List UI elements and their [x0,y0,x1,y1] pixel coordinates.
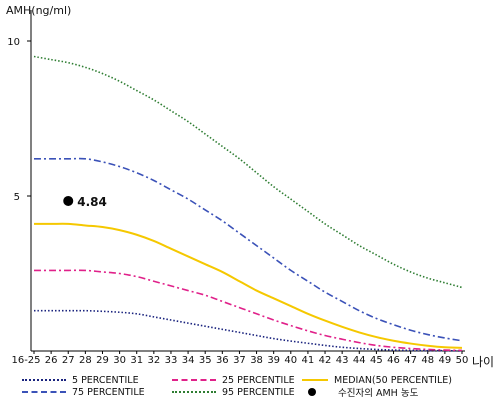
legend-swatch-25-percentile [172,379,216,381]
x-tick-label: 43 [336,355,349,366]
legend-item-median: MEDIAN(50 PERCENTILE) [302,374,452,386]
x-tick-label: 41 [302,355,315,366]
legend-label: 25 PERCENTILE [222,374,295,386]
patient-amh-value-label: 4.84 [77,195,107,209]
x-tick-label: 42 [319,355,332,366]
x-tick-label: 33 [165,355,178,366]
series-line-95-percentile [33,55,463,289]
x-tick-label: 35 [199,355,212,366]
legend-swatch-median [302,379,328,381]
x-tick-label: 29 [96,355,109,366]
x-axis-title: 나이 [472,355,494,369]
legend-label: 수진자의 AMH 농도 [338,388,419,399]
legend-label: MEDIAN(50 PERCENTILE) [334,374,452,386]
x-tick-label: 30 [113,355,126,366]
x-tick-label: 26 [45,355,58,366]
y-tick-label: 10 [7,37,20,48]
x-tick-label: 46 [387,355,400,366]
x-tick-label: 48 [421,355,434,366]
legend-dot-patient [308,388,316,396]
patient-amh-point [63,195,74,206]
legend-swatch-95-percentile [172,391,216,393]
x-tick-label: 32 [147,355,160,366]
series-line-5-percentile [34,309,463,352]
series-line-median-50-percentile [34,222,463,349]
chart-legend: 5 PERCENTILE 25 PERCENTILE MEDIAN(50 PER… [0,371,500,400]
x-tick-label: 27 [62,355,75,366]
x-tick-label: 34 [182,355,195,366]
legend-swatch-75-percentile [22,391,66,393]
legend-label: 95 PERCENTILE [222,386,295,398]
x-tick-label: 44 [353,355,366,366]
x-tick-label: 45 [370,355,383,366]
legend-label: 5 PERCENTILE [72,374,139,386]
x-tick-label: 49 [439,355,452,366]
x-tick-label: 37 [233,355,246,366]
y-tick-label: 5 [14,192,20,203]
legend-label: 75 PERCENTILE [72,386,145,398]
y-axis-title: AMH(ng/ml) [6,4,71,17]
legend-swatch-5-percentile [22,379,66,381]
legend-item-95-percentile: 95 PERCENTILE [172,386,295,398]
legend-item-patient-amh: 수진자의 AMH 농도 [290,386,419,399]
legend-item-75-percentile: 75 PERCENTILE [22,386,145,398]
series-line-75-percentile [33,157,463,342]
x-tick-label: 28 [79,355,92,366]
legend-item-5-percentile: 5 PERCENTILE [22,374,139,386]
x-tick-label: 47 [404,355,417,366]
x-tick-label: 39 [267,355,280,366]
x-tick-label: 40 [284,355,297,366]
legend-item-25-percentile: 25 PERCENTILE [172,374,295,386]
amh-percentile-chart: AMH(ng/ml) 5 10 16-25 26 27 28 29 30 31 32 33 34 35 36… [6,4,494,369]
x-tick-label: 16-25 [11,355,40,366]
x-tick-label: 31 [130,355,143,366]
x-tick-label: 36 [216,355,229,366]
x-tick-label: 50 [456,355,469,366]
x-tick-label: 38 [250,355,263,366]
